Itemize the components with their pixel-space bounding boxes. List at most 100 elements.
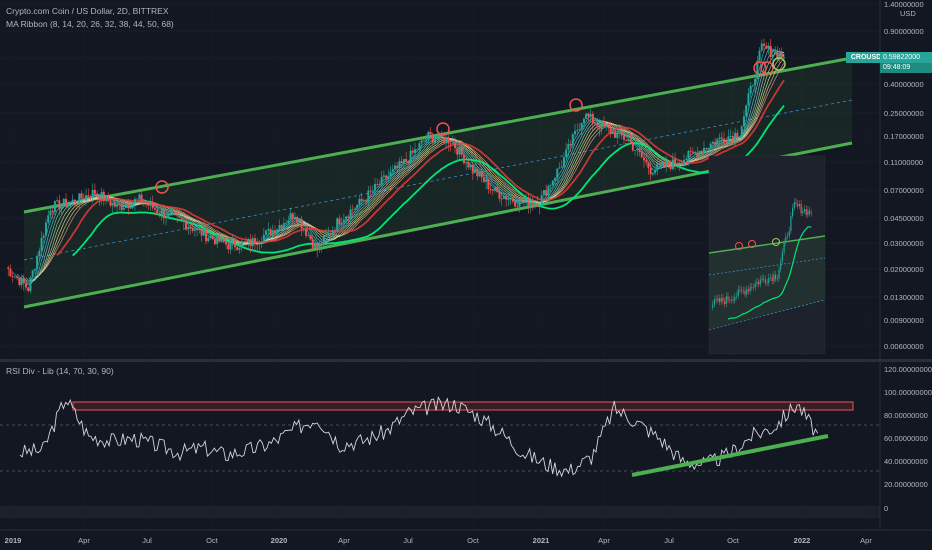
candle-body <box>705 148 708 149</box>
candle-body <box>476 169 479 177</box>
candle-body <box>402 159 405 164</box>
candle-body <box>78 193 81 204</box>
candle-body <box>445 137 448 143</box>
candle-body <box>736 132 739 139</box>
candle-body <box>600 121 603 129</box>
ma-ribbon-legend[interactable]: MA Ribbon (8, 14, 20, 26, 32, 38, 44, 50… <box>6 19 174 29</box>
candle-body <box>462 154 465 164</box>
candle-body <box>625 139 628 141</box>
candle-body <box>162 210 165 219</box>
candle-body <box>302 228 305 230</box>
candle-body <box>145 202 148 204</box>
candle-body <box>140 194 143 203</box>
candle-body <box>616 132 619 138</box>
candle-body <box>405 159 408 162</box>
candle-body <box>18 277 21 286</box>
candle-body <box>516 206 519 207</box>
candle-body <box>514 201 517 207</box>
candle-body <box>754 78 757 86</box>
candle-body <box>193 230 196 231</box>
rsi-tick-label: 20.00000000 <box>884 480 928 489</box>
candle-body <box>696 152 699 158</box>
candle-body <box>594 123 597 124</box>
candle-body <box>151 202 154 209</box>
candle-body <box>213 238 216 245</box>
candle-body <box>720 137 723 139</box>
candle-body <box>107 195 110 202</box>
candle-body <box>31 270 34 278</box>
candle-body <box>727 136 730 144</box>
time-tick-label: 2021 <box>533 536 550 545</box>
time-tick-label: Oct <box>467 536 480 545</box>
candle-body <box>669 165 672 170</box>
candle-body <box>654 169 657 174</box>
candle-body <box>560 166 563 168</box>
candle-body <box>249 239 252 247</box>
candle-body <box>169 212 172 214</box>
candle-body <box>674 159 677 165</box>
candle-body <box>62 198 65 205</box>
rsi-axis[interactable]: 120.00000000 100.00000000 80.00000000 60.00… <box>884 365 932 513</box>
touch-circle <box>760 61 774 75</box>
candle-body <box>282 223 285 229</box>
rsi-legend[interactable]: RSI Div - Lib (14, 70, 30, 90) <box>6 366 114 376</box>
candle-body <box>316 242 319 250</box>
rsi-pane <box>0 396 880 478</box>
candle-body <box>467 161 470 168</box>
candle-body <box>676 164 679 166</box>
candle-body <box>96 193 99 196</box>
candle-body <box>76 203 79 204</box>
candle-body <box>518 198 521 207</box>
candle-body <box>45 222 48 236</box>
candle-body <box>760 43 763 51</box>
candle-body <box>138 194 141 199</box>
candle-body <box>65 198 68 207</box>
candle-body <box>98 195 101 200</box>
candle-body <box>769 45 772 58</box>
channel-upper-line <box>23 56 853 214</box>
price-axis[interactable]: 1.400000000.900000000.600000000.40000000… <box>884 0 924 351</box>
candle-body <box>271 230 274 236</box>
candle-body <box>240 241 243 249</box>
candle-body <box>751 85 754 87</box>
candle-body <box>200 228 203 236</box>
candle-body <box>454 142 457 149</box>
time-axis[interactable] <box>0 530 932 550</box>
time-tick-label: Jul <box>403 536 413 545</box>
inset-zoom-panel <box>708 155 826 355</box>
candle-body <box>487 179 490 189</box>
candle-body <box>36 255 39 270</box>
candle-body <box>542 190 545 196</box>
candle-body <box>602 121 605 127</box>
candle-body <box>558 167 561 169</box>
candle-body <box>762 43 765 46</box>
candle-body <box>438 132 441 139</box>
time-tick-label: Jul <box>664 536 674 545</box>
candle-body <box>627 139 630 141</box>
candle-body <box>771 54 774 58</box>
touch-circle <box>772 57 786 71</box>
candle-body <box>191 227 194 231</box>
candle-body <box>689 151 692 152</box>
candle-body <box>120 204 123 210</box>
candle-body <box>298 218 301 223</box>
candle-body <box>456 148 459 155</box>
candle-body <box>498 192 501 199</box>
candle-body <box>67 203 70 207</box>
candle-body <box>313 242 316 248</box>
candle-body <box>716 139 719 145</box>
candle-body <box>373 184 376 191</box>
candle-body <box>567 144 570 150</box>
candle-body <box>400 161 403 164</box>
candle-body <box>118 204 121 205</box>
candle-body <box>58 200 61 210</box>
candle-body <box>358 198 361 205</box>
candle-body <box>582 118 585 123</box>
candle-body <box>198 228 201 229</box>
pane-separator[interactable] <box>0 359 932 362</box>
candle-body <box>289 213 292 221</box>
candle-body <box>618 130 621 133</box>
chart-title[interactable]: Crypto.com Coin / US Dollar, 2D, BITTREX <box>6 6 169 16</box>
time-axis-labels: 2019 Apr Jul Oct 2020 Apr Jul Oct 2021 Apr Jul Oct 2… <box>5 536 873 545</box>
